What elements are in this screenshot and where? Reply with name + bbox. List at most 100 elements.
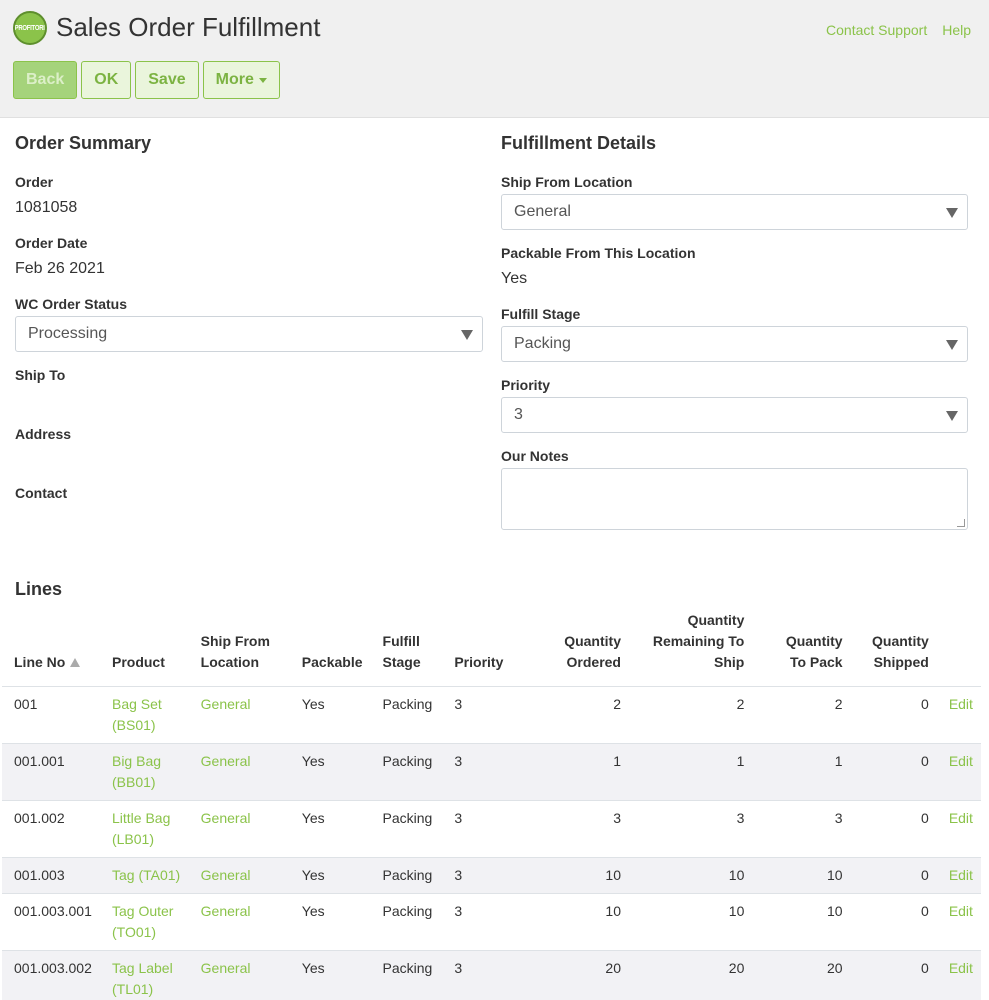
fulfill-stage-select[interactable]: Packing [501, 326, 968, 362]
product-link[interactable]: Tag Outer (TO01) [100, 894, 189, 951]
qty-shipped-cell: 0 [921, 753, 929, 769]
location-link[interactable]: General [200, 696, 251, 712]
qty-shipped-cell: 0 [921, 960, 929, 976]
qty-to-pack-cell: 20 [827, 960, 843, 976]
dropdown-arrow-icon [946, 340, 958, 350]
product-code: (BS01) [111, 717, 156, 733]
app-logo[interactable]: PROFITORI [13, 11, 47, 45]
col-quantity-shipped[interactable]: Quantity Shipped [850, 610, 937, 687]
line-no-cell: 001.003.001 [14, 903, 92, 919]
col-quantity-remaining[interactable]: Quantity Remaining To Ship [628, 610, 753, 687]
col-product[interactable]: Product [99, 610, 189, 687]
col-fulfill-label-1: Fulfill [382, 633, 420, 649]
our-notes-textarea[interactable] [501, 468, 968, 530]
table-row: 001 Bag Set (BS01) General Yes Packing 3 2 2 2 0 Ed… [2, 687, 981, 744]
packable-cell: Yes [301, 960, 325, 976]
our-notes-label: Our Notes [501, 448, 569, 464]
location-link[interactable]: General [200, 903, 251, 919]
contact-support-link[interactable]: Contact Support [826, 22, 928, 38]
location-link[interactable]: General [200, 867, 251, 883]
product-link[interactable]: Tag Label (TL01) [100, 951, 189, 1000]
col-qty-remaining-label-3: Ship [714, 654, 745, 670]
priority-select[interactable]: 3 [501, 397, 968, 433]
stage-cell: Packing [382, 903, 433, 919]
col-quantity-to-pack[interactable]: Quantity To Pack [752, 610, 851, 687]
qty-to-pack-cell: 3 [834, 810, 843, 826]
qty-remaining-cell: 3 [736, 810, 745, 826]
location-link[interactable]: General [200, 810, 251, 826]
qty-to-pack-cell: 10 [827, 903, 843, 919]
col-fulfill-stage[interactable]: Fulfill Stage [370, 610, 443, 687]
qty-shipped-cell: 0 [921, 810, 929, 826]
edit-link[interactable]: Edit [948, 867, 973, 883]
col-ship-from-location[interactable]: Ship From Location [188, 610, 290, 687]
qty-ordered-cell: 20 [605, 960, 621, 976]
col-quantity-ordered[interactable]: Quantity Ordered [518, 610, 629, 687]
col-qty-shipped-label-2: Shipped [873, 654, 929, 670]
table-header-row: Line No Product Ship From Location Packab… [2, 610, 981, 687]
col-ship-from-label-2: Location [200, 654, 260, 670]
col-packable[interactable]: Packable [289, 610, 371, 687]
col-fulfill-label-2: Stage [382, 654, 421, 670]
ship-from-location-select[interactable]: General [501, 194, 968, 230]
col-qty-shipped-label-1: Quantity [872, 633, 929, 649]
priority-cell: 3 [454, 867, 463, 883]
col-product-label: Product [111, 654, 165, 670]
edit-link[interactable]: Edit [948, 810, 973, 826]
ship-from-location-label: Ship From Location [501, 174, 633, 190]
top-bar: PROFITORI Sales Order Fulfillment Contac… [0, 0, 989, 118]
col-qty-remaining-label-2: Remaining To [652, 633, 745, 649]
product-name: Tag Outer [111, 903, 174, 919]
product-link[interactable]: Tag (TA01) [100, 858, 189, 894]
location-link[interactable]: General [200, 960, 251, 976]
ok-button[interactable]: OK [81, 61, 132, 99]
edit-link[interactable]: Edit [948, 696, 973, 712]
edit-link[interactable]: Edit [948, 753, 973, 769]
priority-cell: 3 [454, 903, 463, 919]
col-qty-pack-label-1: Quantity [785, 633, 843, 649]
save-button[interactable]: Save [135, 61, 199, 99]
dropdown-arrow-icon [946, 411, 958, 421]
col-priority[interactable]: Priority [442, 610, 519, 687]
wc-order-status-select[interactable]: Processing [15, 316, 483, 352]
resize-grip-icon[interactable] [957, 519, 965, 527]
table-row: 001.002 Little Bag (LB01) General Yes Packing… [2, 801, 981, 858]
table-row: 001.001 Big Bag (BB01) General Yes Packing 3 1 1… [2, 743, 981, 801]
col-line-no[interactable]: Line No [2, 610, 100, 687]
qty-remaining-cell: 20 [728, 960, 745, 976]
address-label: Address [15, 426, 72, 442]
col-line-no-label: Line No [14, 654, 66, 670]
qty-ordered-cell: 2 [613, 696, 621, 712]
product-link[interactable]: Big Bag (BB01) [100, 744, 189, 801]
product-name: Tag (TA01) [111, 867, 181, 883]
product-link[interactable]: Bag Set (BS01) [100, 687, 189, 744]
dropdown-arrow-icon [461, 330, 473, 340]
col-qty-pack-label-2: To Pack [789, 654, 843, 670]
back-button[interactable]: Back [13, 61, 78, 99]
qty-shipped-cell: 0 [921, 696, 929, 712]
contact-label: Contact [15, 485, 68, 501]
qty-shipped-cell: 0 [921, 903, 929, 919]
product-link[interactable]: Little Bag (LB01) [100, 801, 189, 858]
help-link[interactable]: Help [942, 22, 971, 38]
qty-remaining-cell: 2 [736, 696, 745, 712]
more-button[interactable]: More [202, 61, 280, 99]
packable-cell: Yes [301, 903, 325, 919]
ship-from-location-value: General [514, 203, 571, 220]
line-no-cell: 001 [14, 696, 38, 712]
product-name: Little Bag [111, 810, 171, 826]
fulfillment-details-title: Fulfillment Details [501, 133, 657, 153]
qty-ordered-cell: 10 [605, 867, 621, 883]
line-no-cell: 001.003.002 [14, 960, 92, 976]
dropdown-arrow-icon [946, 208, 958, 218]
lines-title: Lines [15, 579, 63, 599]
col-qty-ordered-label-2: Ordered [566, 654, 621, 670]
product-name: Tag Label [111, 960, 173, 976]
stage-cell: Packing [382, 810, 433, 826]
edit-link[interactable]: Edit [948, 960, 973, 976]
priority-cell: 3 [454, 753, 463, 769]
location-link[interactable]: General [200, 753, 251, 769]
product-code: (LB01) [111, 831, 155, 847]
priority-cell: 3 [454, 810, 463, 826]
edit-link[interactable]: Edit [948, 903, 973, 919]
